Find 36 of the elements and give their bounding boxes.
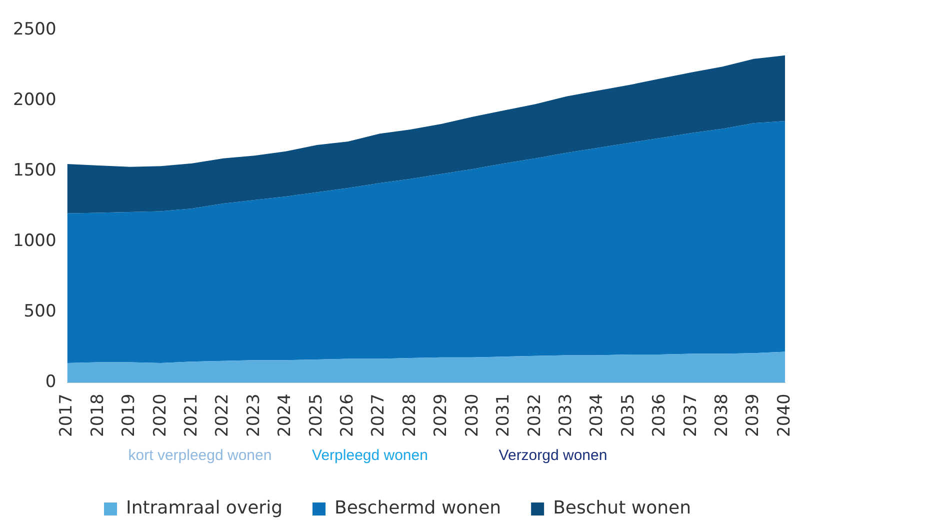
x-tick-label: 2025 <box>306 394 326 437</box>
x-tick-label: 2031 <box>494 394 514 437</box>
y-tick-label: 2500 <box>13 19 56 40</box>
x-tick-label: 2036 <box>650 394 670 437</box>
x-tick-label: 2020 <box>150 394 170 437</box>
x-tick-label: 2018 <box>88 394 108 437</box>
x-tick-label: 2039 <box>743 394 764 437</box>
x-tick-label: 2017 <box>56 394 77 437</box>
x-tick-label: 2021 <box>182 394 202 437</box>
y-tick-label: 500 <box>24 302 56 322</box>
text: kort verpleegd wonen <box>128 447 272 464</box>
x-tick-label: 2022 <box>212 394 233 437</box>
y-tick-label: 1000 <box>13 231 56 252</box>
text: Verzorgd wonen <box>498 447 608 464</box>
legend-label: Intramraal overig <box>126 498 283 519</box>
x-tick-label: 2038 <box>712 394 732 437</box>
x-tick-label: 2034 <box>587 394 608 437</box>
x-tick-label: 2028 <box>400 394 420 437</box>
legend-label: Beschut wonen <box>553 498 691 519</box>
x-tick-label: 2027 <box>368 394 389 437</box>
x-tick-label: 2029 <box>431 394 452 437</box>
x-tick-label: 2032 <box>524 394 545 437</box>
y-tick-label: 1500 <box>13 160 56 181</box>
x-tick-label: 2023 <box>244 394 264 437</box>
x-tick-label: 2019 <box>119 394 140 437</box>
y-tick-label: 2000 <box>13 90 56 110</box>
x-tick-label: 2030 <box>462 394 482 437</box>
x-tick-label: 2035 <box>618 394 638 437</box>
x-tick-label: 2026 <box>338 394 358 437</box>
legend-label: Beschermd wonen <box>334 498 502 519</box>
x-tick-label: 2040 <box>774 394 794 437</box>
x-tick-label: 2037 <box>680 394 701 437</box>
x-tick-label: 2033 <box>556 394 576 437</box>
y-tick-label: 0 <box>45 372 56 392</box>
text: Verpleegd wonen <box>312 447 428 464</box>
x-tick-label: 2024 <box>275 394 296 437</box>
